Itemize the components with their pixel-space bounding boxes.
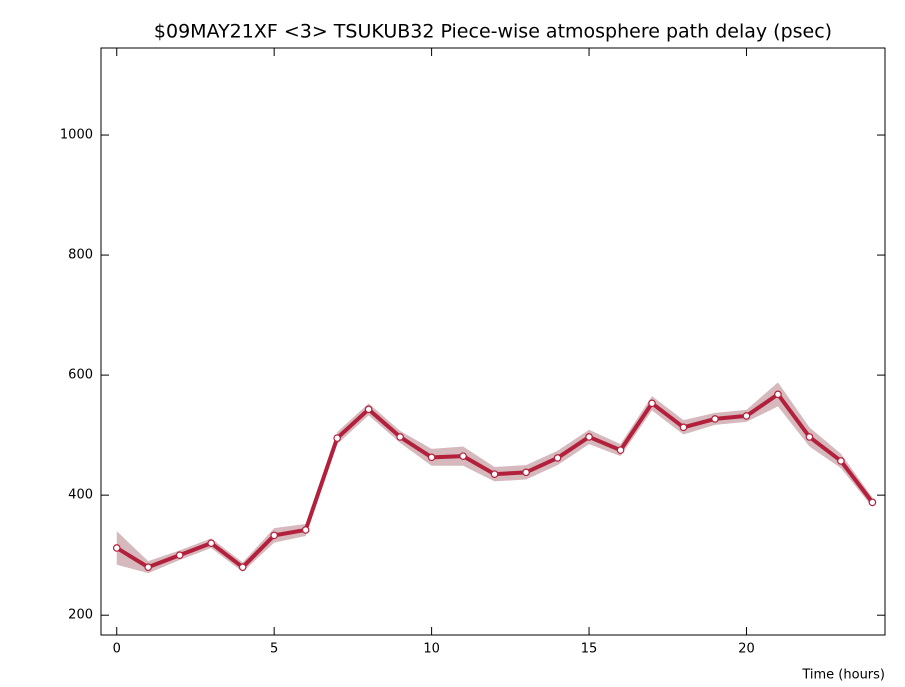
point	[459, 452, 467, 460]
point	[742, 412, 751, 420]
x-tick-label: 20	[738, 642, 755, 657]
y-tick-label: 600	[68, 368, 93, 383]
plot-frame	[100, 47, 886, 636]
point	[805, 433, 814, 441]
y-tick-label: 400	[68, 488, 93, 503]
point	[238, 563, 247, 571]
point	[364, 405, 373, 414]
point	[522, 468, 530, 477]
point	[144, 563, 153, 571]
y-tick-label: 1000	[60, 128, 93, 143]
point	[112, 544, 121, 552]
point	[396, 433, 404, 441]
x-tick-label: 10	[423, 642, 440, 657]
point	[711, 415, 719, 423]
point	[553, 454, 562, 462]
point	[774, 390, 782, 399]
y-tick-label: 800	[68, 248, 93, 263]
point	[679, 423, 688, 432]
point	[837, 457, 845, 465]
x-tick-label: 0	[113, 642, 121, 657]
point	[490, 470, 499, 478]
point	[301, 526, 310, 534]
point	[333, 434, 341, 442]
point	[427, 453, 436, 462]
point	[868, 498, 877, 507]
point	[616, 446, 625, 454]
point	[648, 399, 656, 408]
x-tick-label: 5	[270, 642, 278, 657]
chart-title: $09MAY21XF <3> TSUKUB32 Piece-wise atmos…	[154, 21, 832, 43]
y-tick-label: 200	[68, 608, 93, 623]
x-axis-label: Time (hours)	[801, 668, 885, 683]
point	[270, 531, 278, 540]
point	[175, 551, 184, 559]
x-tick-label: 15	[581, 642, 598, 657]
point	[585, 433, 593, 441]
point	[207, 539, 216, 547]
